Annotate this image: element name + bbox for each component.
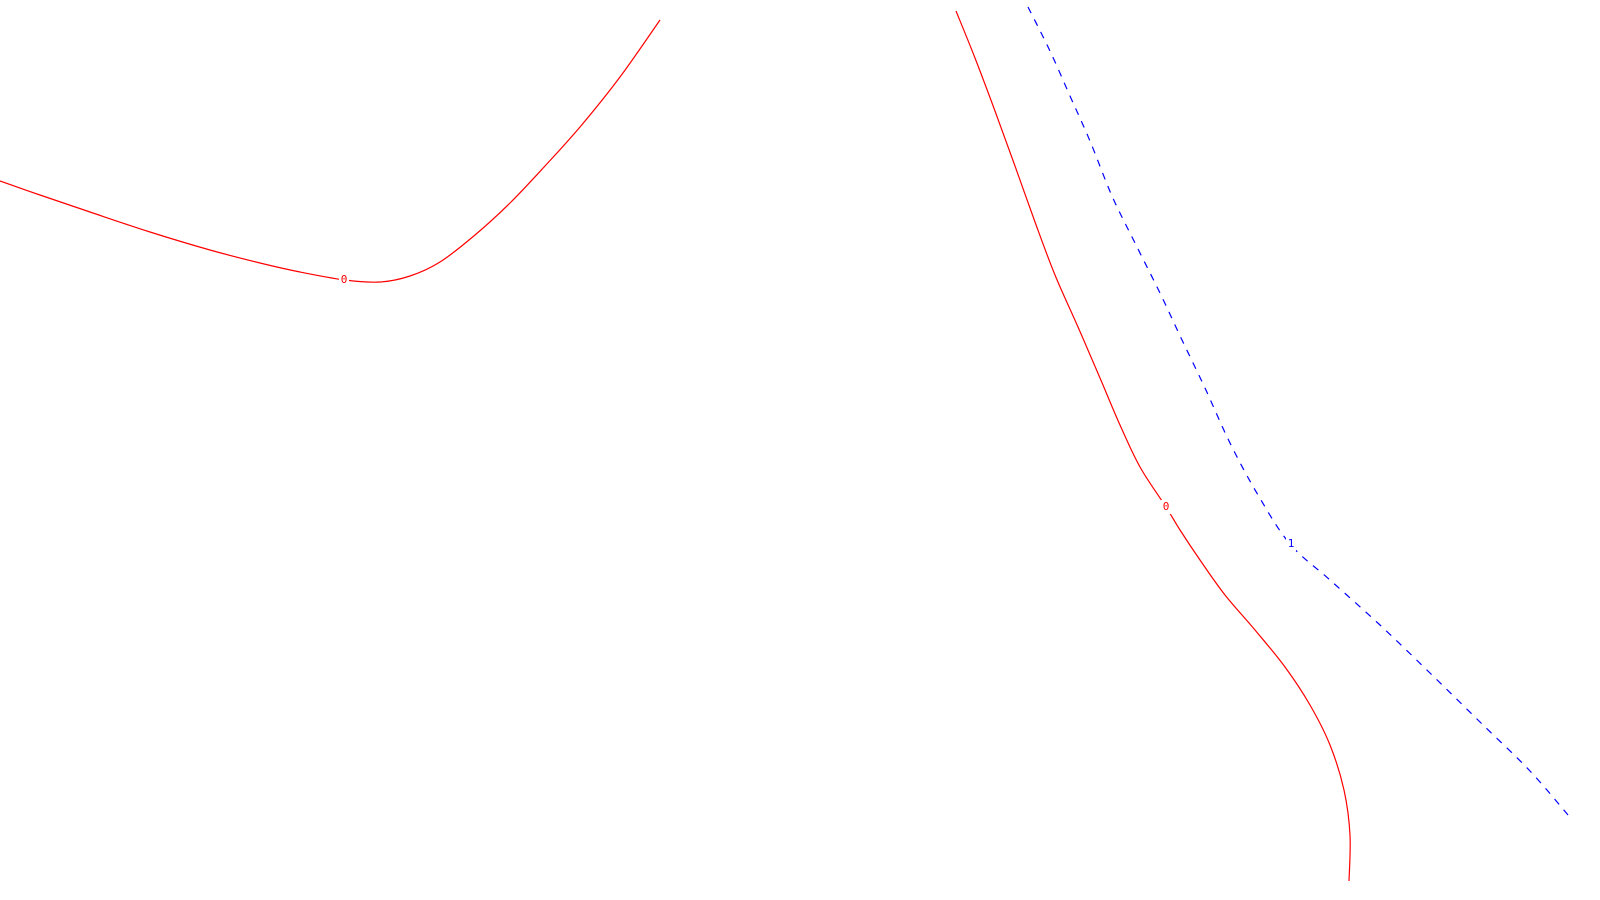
contour-lines [0,6,1569,882]
contour-line-1 [0,19,661,283]
contour-label-bg-1 [339,273,349,287]
contour-line-3 [1027,6,1569,816]
contour-line-2 [955,10,1351,882]
contour-label-bg-3 [1286,537,1296,551]
contour-label-3: 1 [1288,537,1295,550]
contour-labels: 0 0 1 [339,273,1296,551]
contour-label-1: 0 [341,273,348,286]
contour-label-2: 0 [1163,500,1170,513]
contour-label-bg-2 [1161,500,1171,514]
